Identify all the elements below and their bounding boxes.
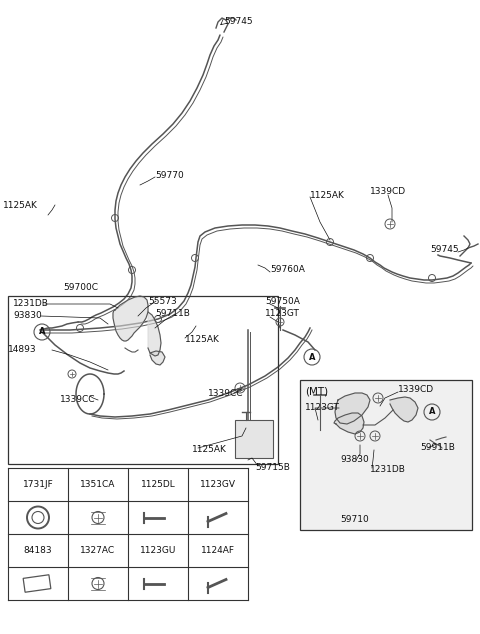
Text: 1123GV: 1123GV	[200, 480, 236, 489]
Text: 59710: 59710	[341, 515, 370, 524]
Text: 59711B: 59711B	[155, 309, 190, 318]
Text: 1123GT: 1123GT	[305, 403, 340, 413]
Text: 1123GT: 1123GT	[265, 309, 300, 318]
Polygon shape	[390, 397, 418, 422]
Text: 1231DB: 1231DB	[370, 465, 406, 474]
Bar	[8, 296, 278, 464]
Text: 1339CC: 1339CC	[60, 396, 96, 404]
Text: 93830: 93830	[340, 455, 369, 465]
Text: 59700C: 59700C	[63, 283, 98, 292]
Polygon shape	[148, 312, 161, 356]
Text: 1339CD: 1339CD	[398, 385, 434, 394]
Text: 59745: 59745	[224, 18, 252, 27]
Text: 93830: 93830	[13, 311, 42, 321]
Text: 1124AF: 1124AF	[201, 546, 235, 555]
Text: A: A	[429, 408, 435, 417]
Text: 1339CD: 1339CD	[370, 188, 406, 197]
Bar	[300, 380, 472, 530]
Polygon shape	[335, 393, 370, 424]
Text: 1231DB: 1231DB	[13, 299, 49, 309]
Text: 1327AC: 1327AC	[81, 546, 116, 555]
Text: 1125DL: 1125DL	[141, 480, 175, 489]
Text: 59911B: 59911B	[420, 444, 455, 453]
Text: 59715B: 59715B	[255, 463, 290, 472]
Text: 59750A: 59750A	[265, 297, 300, 306]
Text: 1125AK: 1125AK	[3, 200, 38, 209]
Bar	[235, 420, 273, 458]
Text: (MT): (MT)	[305, 387, 328, 397]
Text: 1125AK: 1125AK	[185, 335, 220, 344]
Text: 1731JF: 1731JF	[23, 480, 53, 489]
Text: 59745: 59745	[430, 245, 458, 254]
Text: 1339CC: 1339CC	[208, 389, 243, 398]
Text: 1123GU: 1123GU	[140, 546, 176, 555]
Bar	[23, 575, 51, 592]
Text: A: A	[309, 353, 315, 361]
Text: A: A	[39, 328, 45, 337]
Text: 84183: 84183	[24, 546, 52, 555]
Text: 1125AK: 1125AK	[192, 446, 227, 455]
Text: 1125AK: 1125AK	[310, 190, 345, 200]
Polygon shape	[334, 413, 364, 434]
Text: 59760A: 59760A	[270, 266, 305, 275]
Text: 55573: 55573	[148, 297, 177, 306]
Text: 59770: 59770	[155, 171, 184, 179]
Polygon shape	[113, 296, 148, 341]
Text: 14893: 14893	[8, 346, 36, 354]
Polygon shape	[150, 351, 165, 365]
Text: 1351CA: 1351CA	[80, 480, 116, 489]
